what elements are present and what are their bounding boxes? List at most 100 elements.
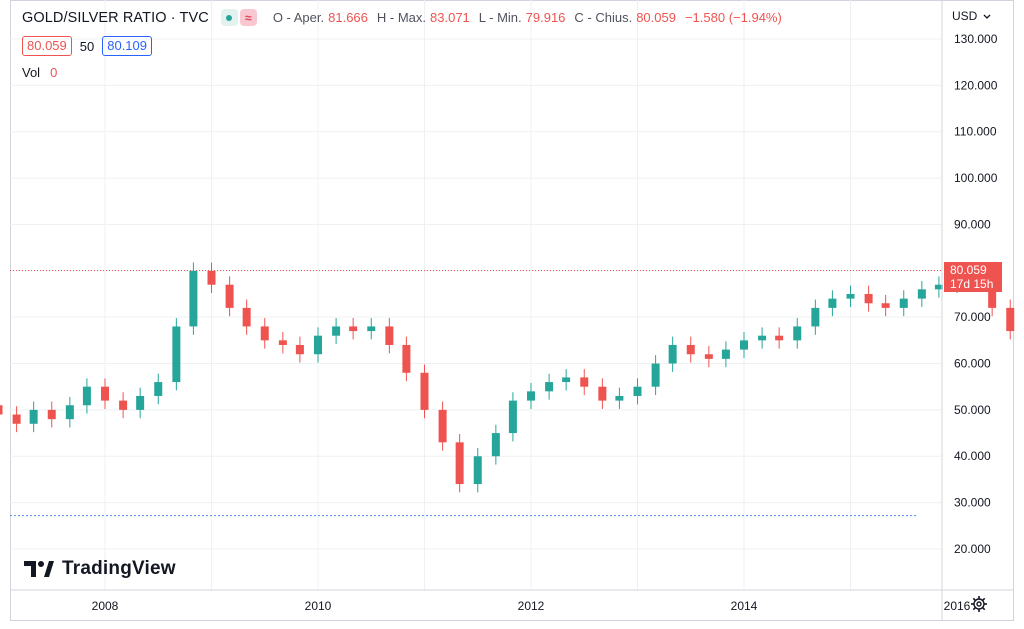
candle-body[interactable]: [455, 442, 464, 485]
market-status-icon[interactable]: [220, 9, 238, 26]
candle-body[interactable]: [82, 386, 91, 406]
bid-ask-row: 80.059 50 80.109: [22, 36, 152, 56]
candle-body[interactable]: [119, 400, 128, 410]
currency-dropdown[interactable]: USD: [952, 9, 991, 23]
price-tick-label: 50.000: [954, 403, 991, 417]
candle-body[interactable]: [846, 293, 855, 299]
logo-text: TradingView: [62, 558, 176, 579]
high-label: H - Max.: [376, 10, 427, 25]
symbol-legend: GOLD/SILVER RATIO · TVC ≈ O - Aper. 81.6…: [22, 9, 791, 26]
candle-body[interactable]: [367, 326, 376, 332]
candle-body[interactable]: [721, 349, 730, 359]
candle-body[interactable]: [136, 395, 145, 410]
low-label: L - Min.: [478, 10, 522, 25]
open-value: 81.666: [328, 10, 368, 25]
data-delay-icon[interactable]: ≈: [239, 9, 257, 26]
candle-body[interactable]: [740, 340, 748, 350]
candle-body[interactable]: [580, 377, 589, 387]
candle-body[interactable]: [172, 326, 181, 383]
candle-body[interactable]: [864, 293, 873, 304]
candle-body[interactable]: [988, 280, 997, 308]
candle-body[interactable]: [473, 456, 482, 485]
candle-body[interactable]: [225, 284, 234, 308]
candle-body[interactable]: [29, 409, 38, 424]
candle-body[interactable]: [438, 409, 447, 443]
symbol-title[interactable]: GOLD/SILVER RATIO · TVC: [22, 9, 209, 26]
candle-body[interactable]: [420, 372, 429, 410]
price-tick-label: 40.000: [954, 449, 991, 463]
price-tick-label: 70.000: [954, 310, 991, 324]
ohlc-values: O - Aper. 81.666 H - Max. 83.071 L - Min…: [273, 10, 791, 25]
candle-body[interactable]: [793, 326, 802, 341]
price-tick-label: 90.000: [954, 217, 991, 231]
time-axis: 20082010201220142016201820202022: [92, 599, 971, 613]
bar-countdown: 17d 15h: [950, 277, 994, 291]
candle-body[interactable]: [508, 400, 517, 434]
price-tick-label: 30.000: [954, 496, 991, 510]
candle-body[interactable]: [881, 303, 890, 308]
price-tick-label: 130.000: [954, 32, 998, 46]
candle-body[interactable]: [775, 335, 784, 341]
spread-value: 50: [79, 38, 95, 54]
time-tick-label: 2012: [518, 599, 545, 613]
price-tick-label: 60.000: [954, 357, 991, 371]
low-value: 79.916: [525, 10, 566, 25]
candle-body[interactable]: [349, 326, 358, 332]
high-value: 83.071: [430, 10, 470, 25]
candle-body[interactable]: [154, 382, 163, 396]
candles: [0, 262, 1015, 493]
close-value: 80.059: [636, 10, 676, 25]
candle-body[interactable]: [260, 326, 269, 341]
open-label: O - Aper.: [272, 10, 325, 25]
candle-body[interactable]: [101, 386, 109, 401]
candle-body[interactable]: [934, 284, 943, 290]
candle-body[interactable]: [0, 405, 3, 415]
candle-body[interactable]: [189, 270, 198, 327]
time-tick-label: 2014: [731, 599, 758, 613]
candle-body[interactable]: [899, 298, 908, 308]
candle-body[interactable]: [242, 307, 251, 327]
candle-body[interactable]: [686, 344, 695, 355]
candle-body[interactable]: [651, 363, 660, 387]
price-tick-label: 100.000: [954, 171, 998, 185]
candle-body[interactable]: [811, 307, 820, 327]
candle-body[interactable]: [207, 270, 216, 285]
last-price-tag: 80.059 17d 15h: [944, 262, 1002, 292]
candle-body[interactable]: [491, 433, 500, 457]
volume-label: Vol: [22, 65, 41, 80]
close-label: C - Chius.: [574, 10, 633, 25]
time-tick-label: 2016: [944, 599, 971, 613]
candle-body[interactable]: [12, 414, 21, 424]
candle-body[interactable]: [668, 344, 677, 364]
candle-body[interactable]: [47, 409, 56, 420]
candle-body[interactable]: [704, 354, 713, 359]
tradingview-logo[interactable]: TradingView: [24, 558, 176, 580]
candle-body[interactable]: [615, 395, 624, 401]
candle-body[interactable]: [332, 326, 341, 336]
candle-body[interactable]: [758, 335, 767, 341]
bid-price-button[interactable]: 80.059: [22, 36, 72, 56]
gear-icon[interactable]: [970, 595, 988, 613]
candle-body[interactable]: [545, 382, 554, 392]
candle-body[interactable]: [402, 344, 411, 373]
candle-body[interactable]: [633, 386, 642, 396]
ask-price-button[interactable]: 80.109: [102, 36, 152, 56]
candle-body[interactable]: [295, 344, 304, 355]
candle-body[interactable]: [598, 386, 607, 401]
price-tick-label: 110.000: [954, 125, 997, 139]
reference-lines: [10, 270, 942, 517]
candle-body[interactable]: [314, 335, 322, 355]
candle-body[interactable]: [65, 405, 74, 420]
currency-label: USD: [952, 9, 978, 23]
chart-grid: [10, 0, 942, 590]
candle-body[interactable]: [562, 377, 571, 383]
candle-body[interactable]: [527, 391, 535, 401]
candle-body[interactable]: [278, 340, 287, 345]
candle-body[interactable]: [917, 289, 926, 299]
candle-body[interactable]: [385, 326, 394, 345]
volume-legend: Vol 0: [22, 65, 57, 80]
candle-body[interactable]: [1006, 307, 1015, 332]
change-value: −1.580 (−1.94%): [684, 10, 782, 25]
candle-body[interactable]: [828, 298, 837, 308]
